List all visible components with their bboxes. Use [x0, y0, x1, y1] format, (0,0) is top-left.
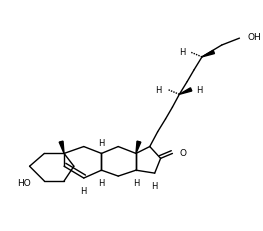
Text: H: H — [98, 178, 105, 187]
Text: H: H — [179, 48, 185, 57]
Text: H: H — [196, 85, 203, 94]
Text: H: H — [98, 138, 105, 147]
Text: HO: HO — [17, 179, 31, 188]
Polygon shape — [136, 142, 141, 154]
Text: H: H — [133, 178, 139, 187]
Text: H: H — [80, 186, 87, 195]
Polygon shape — [179, 88, 192, 95]
Polygon shape — [202, 51, 215, 58]
Polygon shape — [59, 142, 64, 154]
Text: H: H — [151, 181, 158, 190]
Text: H: H — [155, 85, 161, 94]
Text: OH: OH — [247, 33, 261, 42]
Text: O: O — [179, 148, 186, 157]
